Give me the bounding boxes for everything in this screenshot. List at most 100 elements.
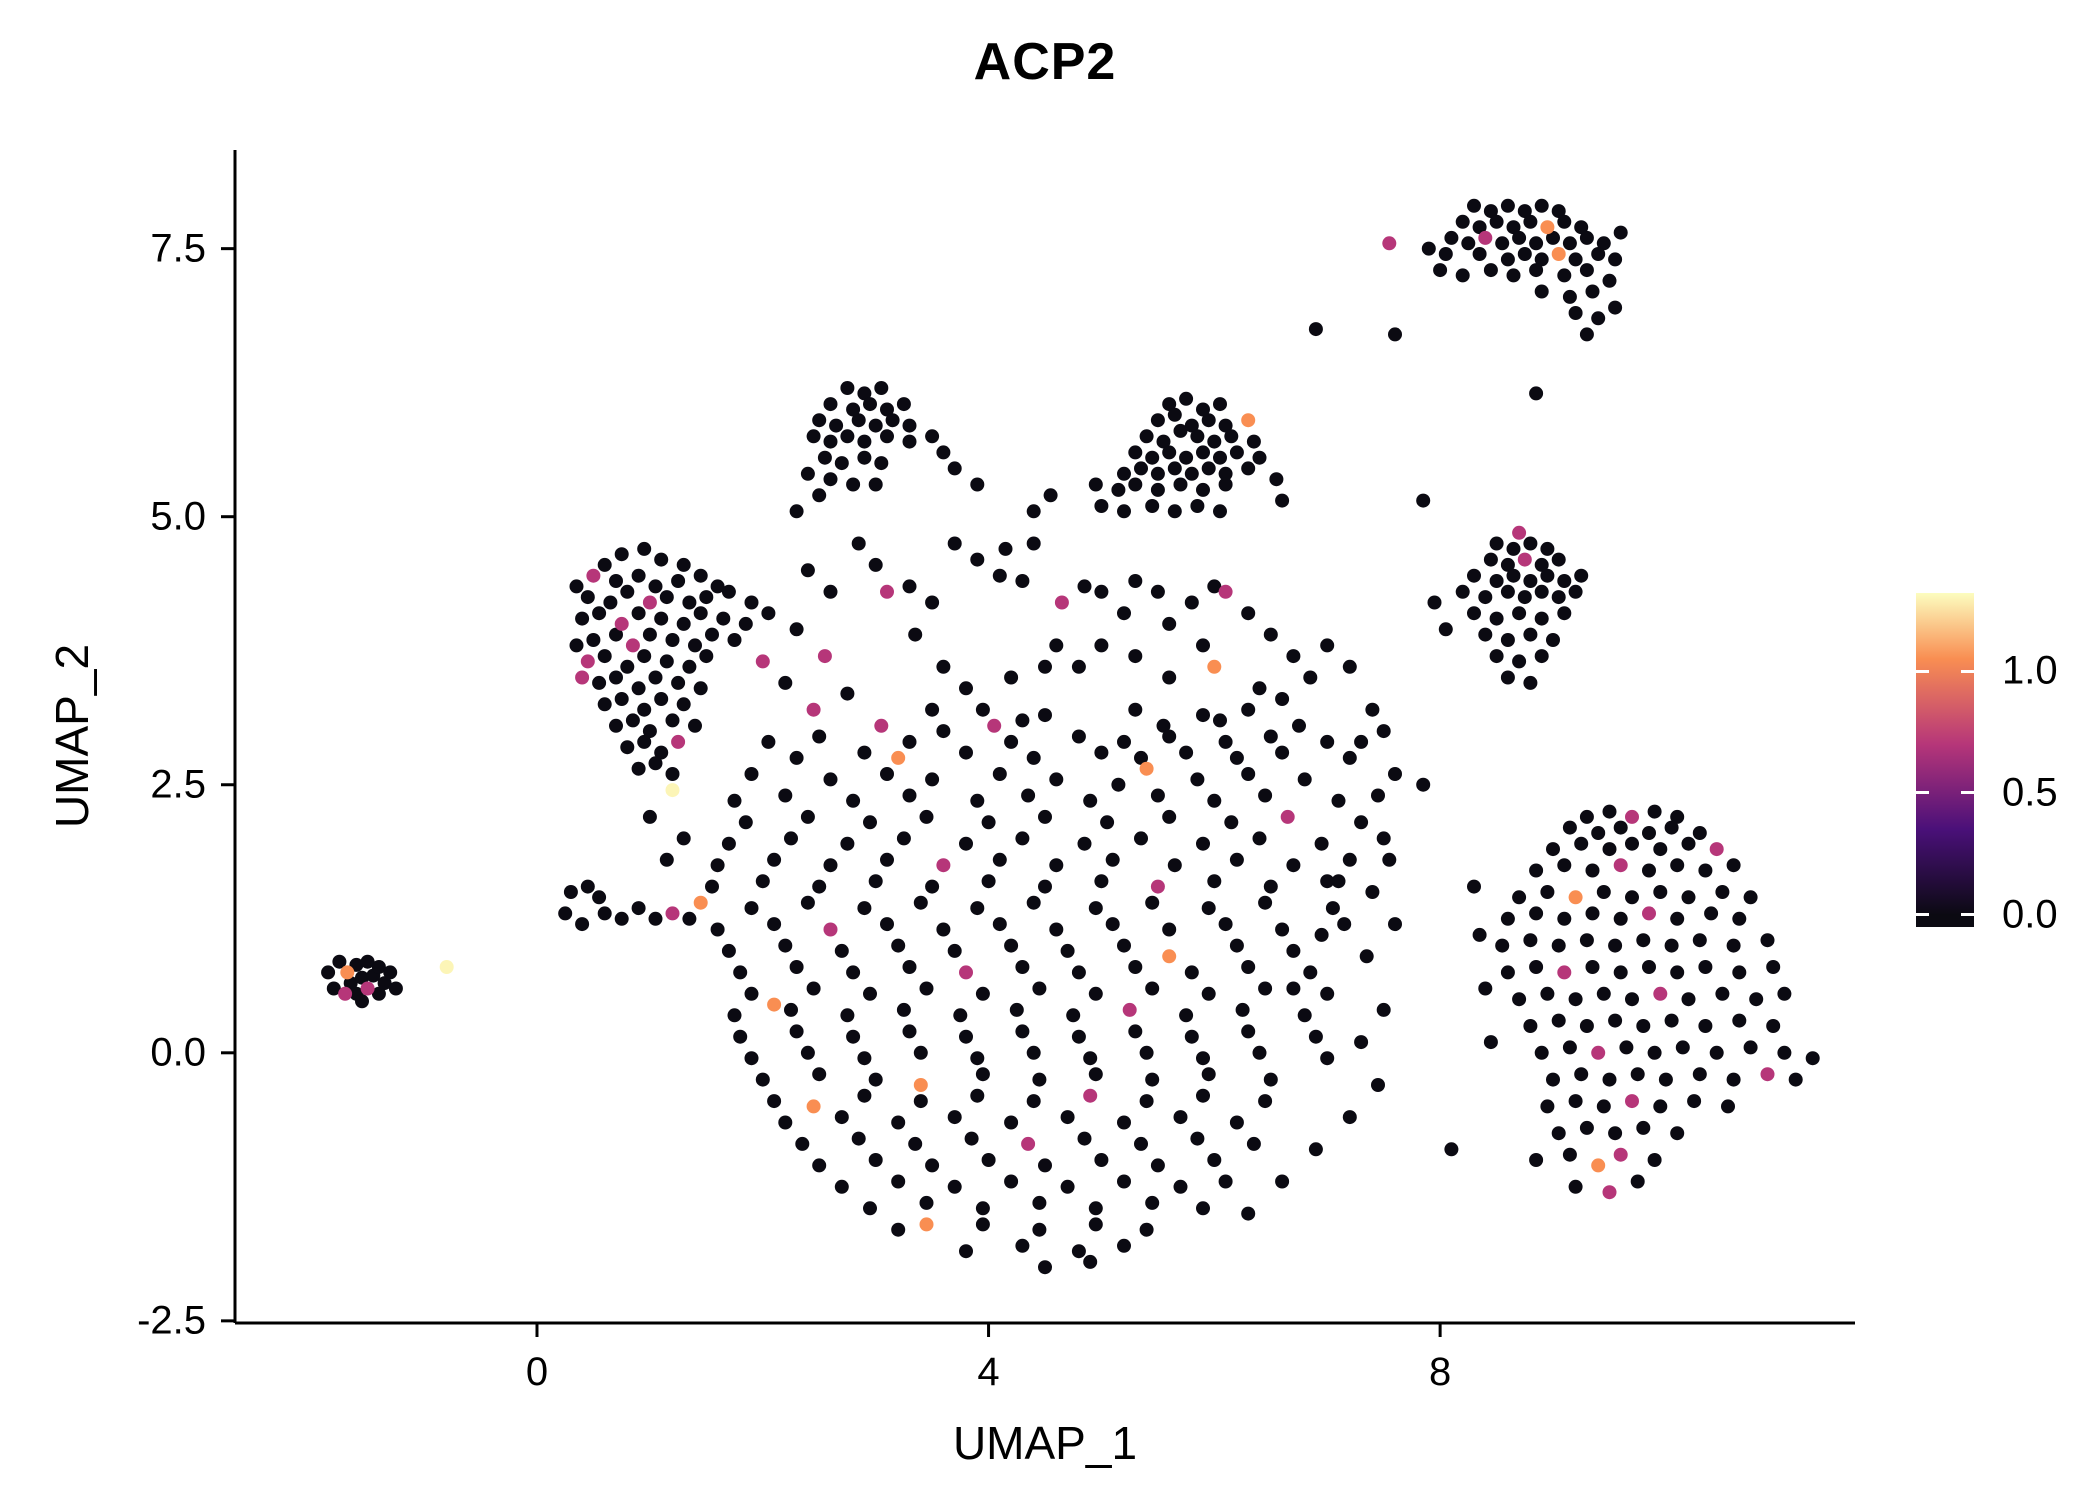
data-point: [992, 767, 1007, 781]
colorbar: [1916, 593, 1974, 927]
data-point: [682, 659, 697, 674]
data-point: [1337, 917, 1352, 932]
data-point: [693, 568, 708, 583]
data-point: [1218, 1174, 1233, 1189]
data-point: [609, 670, 623, 685]
data-point: [1258, 788, 1273, 803]
data-point: [1388, 917, 1402, 932]
data-point: [1732, 911, 1747, 926]
data-point: [642, 595, 657, 610]
data-point: [846, 965, 861, 980]
data-point: [1613, 911, 1628, 926]
data-point: [1500, 965, 1515, 980]
data-point: [919, 1195, 934, 1210]
data-point: [1150, 584, 1165, 599]
data-point: [1421, 241, 1436, 256]
data-point: [1483, 204, 1498, 219]
data-point: [1574, 568, 1589, 583]
data-point: [953, 1008, 968, 1023]
data-point: [1709, 1045, 1724, 1060]
data-point: [857, 434, 872, 449]
data-point: [1026, 895, 1041, 910]
data-point: [620, 584, 635, 599]
data-point: [721, 836, 736, 851]
data-point: [1128, 702, 1143, 717]
data-point: [1517, 204, 1532, 219]
data-point: [1698, 1019, 1713, 1033]
data-point: [1094, 638, 1109, 653]
data-point: [1162, 670, 1177, 685]
data-point: [1455, 584, 1470, 599]
data-point: [1134, 831, 1148, 846]
data-point: [1709, 842, 1724, 857]
data-point: [1625, 809, 1639, 824]
colorbar-label: 0.5: [2002, 770, 2058, 815]
data-point: [1467, 198, 1481, 213]
data-point: [1529, 863, 1544, 878]
data-point: [614, 616, 629, 631]
data-point: [1517, 590, 1532, 605]
data-point: [1207, 579, 1222, 594]
data-point: [767, 917, 782, 932]
colorbar-tick-mark: [1961, 913, 1974, 917]
data-point: [1805, 1051, 1820, 1066]
data-point: [1167, 504, 1182, 519]
data-point: [992, 917, 1007, 932]
data-point: [896, 831, 911, 846]
data-point: [1094, 499, 1109, 513]
data-point: [1382, 236, 1397, 251]
data-point: [1201, 413, 1216, 428]
data-point: [1258, 1094, 1273, 1109]
data-point: [1500, 252, 1515, 267]
data-point: [959, 1244, 973, 1259]
data-point: [1105, 852, 1120, 867]
data-point: [1145, 450, 1160, 465]
data-point: [880, 917, 894, 932]
data-point: [1726, 938, 1741, 953]
data-point: [1134, 1136, 1148, 1151]
data-point: [1579, 809, 1594, 824]
data-point: [1026, 1045, 1041, 1060]
data-point: [575, 917, 590, 932]
data-point: [637, 734, 652, 749]
data-point: [1043, 488, 1058, 503]
data-point: [1071, 659, 1086, 674]
data-point: [738, 815, 753, 830]
data-point: [592, 606, 607, 621]
data-point: [1517, 247, 1532, 261]
data-point: [880, 402, 894, 417]
data-point: [812, 488, 827, 503]
data-point: [1506, 268, 1521, 283]
data-point: [1015, 713, 1030, 728]
data-point: [868, 1153, 883, 1167]
data-point: [857, 386, 872, 401]
data-point: [970, 793, 985, 808]
data-point: [1512, 525, 1527, 540]
data-point: [1354, 1035, 1369, 1050]
data-point: [1625, 1094, 1639, 1109]
data-point: [1150, 1158, 1165, 1173]
data-point: [1670, 1126, 1685, 1141]
data-point: [1207, 434, 1222, 449]
data-point: [891, 1115, 906, 1130]
data-point: [1196, 638, 1210, 653]
data-point: [1088, 901, 1103, 916]
data-point: [642, 724, 657, 739]
data-point: [812, 413, 827, 428]
data-point: [755, 1072, 770, 1087]
data-point: [1551, 1126, 1566, 1141]
data-point: [1602, 804, 1617, 819]
data-point: [1134, 461, 1148, 476]
data-point: [699, 649, 714, 664]
data-point: [1557, 606, 1572, 621]
data-point: [1619, 1040, 1634, 1055]
data-point: [817, 450, 832, 465]
data-point: [1478, 230, 1493, 245]
data-point: [936, 922, 951, 937]
data-point: [755, 654, 770, 669]
data-point: [868, 477, 883, 492]
data-point: [1026, 750, 1041, 765]
data-point: [880, 852, 894, 867]
data-point: [1534, 649, 1549, 664]
